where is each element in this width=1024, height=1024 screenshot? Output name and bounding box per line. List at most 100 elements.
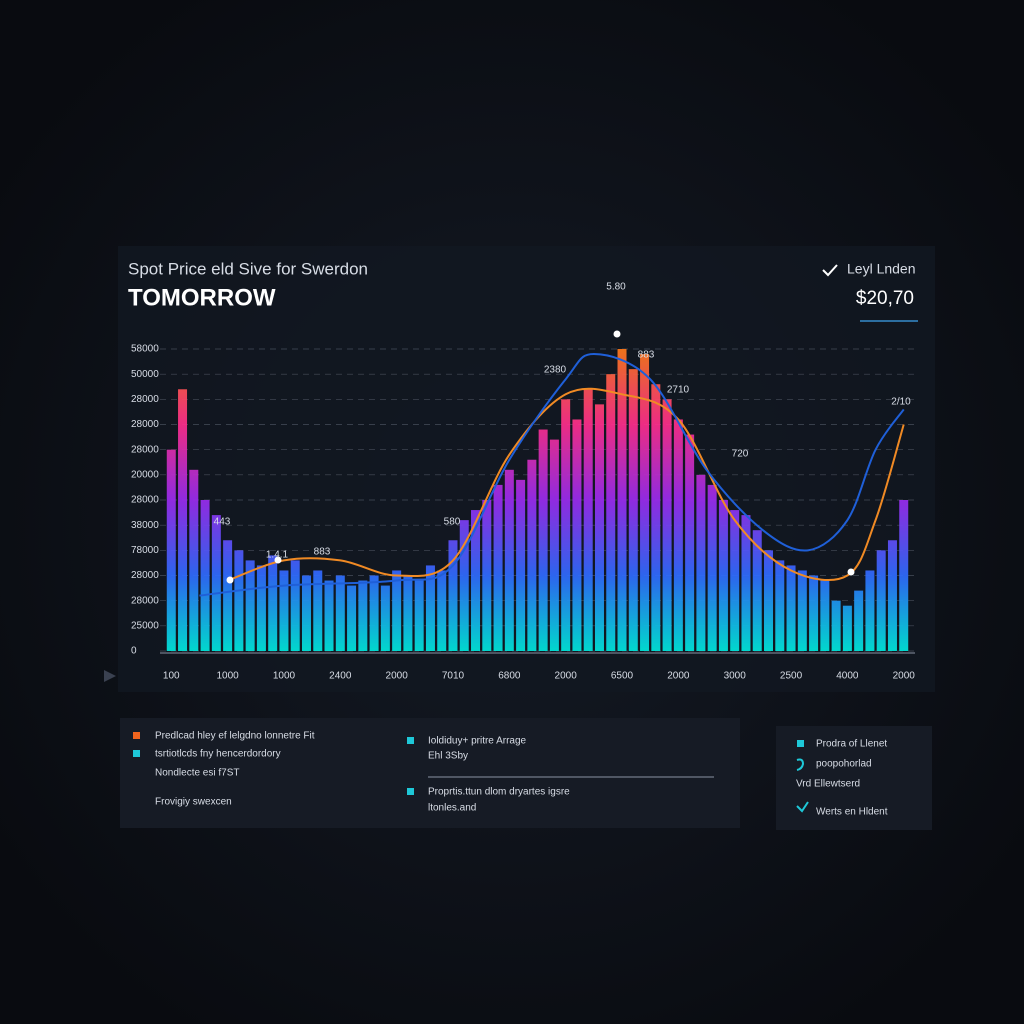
legend-text: tsrtiotlcds fny hencerdordory	[155, 749, 281, 760]
bar	[865, 570, 875, 651]
bar	[437, 570, 447, 651]
bar	[887, 540, 897, 651]
bar	[178, 389, 188, 651]
bar	[268, 555, 278, 651]
x-tick-label: 1000	[216, 671, 239, 682]
info-text: poopohorlad	[816, 759, 872, 770]
x-tick-label: 2000	[386, 671, 409, 682]
bar	[685, 434, 695, 651]
badge: Leyl Lnden	[847, 261, 916, 277]
bar	[538, 429, 548, 651]
bar	[313, 570, 323, 651]
legend-text: Nondlecte esi f7ST	[155, 768, 240, 779]
annotation: 883	[638, 350, 655, 361]
legend-text: Ehl 3Sby	[428, 751, 468, 762]
info-icon	[796, 758, 805, 771]
trend-line	[227, 387, 905, 582]
bar	[414, 580, 424, 651]
legend-panel	[120, 718, 740, 828]
bar	[504, 469, 514, 651]
marker-dot	[847, 568, 855, 576]
x-tick-label: 4000	[836, 671, 859, 682]
bar	[245, 560, 255, 651]
bar	[335, 575, 345, 651]
bar	[764, 550, 774, 651]
legend-swatch	[407, 737, 414, 744]
y-tick-label: 28000	[131, 570, 159, 581]
bar	[380, 585, 390, 651]
legend-text: Frovigiy swexcen	[155, 797, 232, 808]
bar	[189, 469, 199, 651]
annotation: 2/10	[891, 397, 911, 408]
bar	[425, 565, 435, 651]
legend-swatch	[407, 788, 414, 795]
legend-swatch	[133, 750, 140, 757]
bar	[471, 510, 481, 651]
check-icon	[822, 264, 838, 277]
info-text: Prodra of Llenet	[816, 739, 887, 750]
legend-text: ltonles.and	[428, 803, 476, 814]
y-tick-label: 28000	[131, 595, 159, 606]
bar	[572, 419, 582, 651]
chart-subtitle: TOMORROW	[128, 284, 276, 311]
bar	[842, 605, 852, 651]
y-tick-label: 25000	[131, 620, 159, 631]
bar	[279, 570, 289, 651]
bar	[392, 570, 402, 651]
x-tick-label: 2000	[555, 671, 578, 682]
x-tick-label: 6800	[498, 671, 521, 682]
marker-dot	[613, 330, 621, 338]
x-tick-label: 3000	[724, 671, 747, 682]
bar	[786, 565, 796, 651]
bar	[606, 374, 616, 651]
arrow-icon	[104, 670, 116, 682]
bar	[516, 479, 526, 651]
y-tick-label: 28000	[131, 495, 159, 506]
x-tick-label: 2500	[780, 671, 803, 682]
x-tick-label: 100	[163, 671, 180, 682]
y-tick-label: 20000	[131, 469, 159, 480]
bar	[730, 510, 740, 651]
bar	[358, 580, 368, 651]
bar	[234, 550, 244, 651]
annotation: 580	[444, 517, 461, 528]
bar	[854, 590, 864, 651]
info-text: Vrd Ellewtserd	[796, 779, 860, 790]
bar	[403, 575, 413, 651]
bar	[617, 349, 627, 651]
y-tick-label: 28000	[131, 444, 159, 455]
bar	[482, 500, 492, 651]
bar	[673, 419, 683, 651]
bar	[696, 474, 706, 651]
bar	[166, 449, 176, 651]
bar	[561, 399, 571, 651]
bar	[290, 560, 300, 651]
bar	[493, 484, 503, 651]
bar	[809, 575, 819, 651]
x-tick-label: 2400	[329, 671, 352, 682]
annotation: 883	[314, 547, 331, 558]
bar	[583, 389, 593, 651]
annotation: 5.80	[606, 282, 626, 293]
bar	[831, 600, 841, 651]
bar	[347, 585, 357, 651]
bar	[211, 515, 221, 651]
chart-title: Spot Price eld Sive for Swerdon	[128, 259, 368, 278]
y-tick-label: 28000	[131, 419, 159, 430]
y-tick-label: 50000	[131, 369, 159, 380]
bar	[899, 500, 909, 651]
bar	[223, 540, 233, 651]
x-tick-label: 2000	[893, 671, 916, 682]
headline-value: $20,70	[856, 288, 914, 309]
bar	[707, 484, 717, 651]
bar	[324, 580, 334, 651]
bar	[549, 439, 559, 651]
legend-text: Predlcad hley ef lelgdno lonnetre Fit	[155, 731, 315, 742]
annotation: 720	[732, 449, 749, 460]
bar	[301, 575, 311, 651]
y-tick-label: 58000	[131, 344, 159, 355]
bar	[527, 459, 537, 651]
legend-text: Proprtis.ttun dlom dryartes igsre	[428, 787, 570, 798]
bar	[797, 570, 807, 651]
bar	[820, 580, 830, 651]
